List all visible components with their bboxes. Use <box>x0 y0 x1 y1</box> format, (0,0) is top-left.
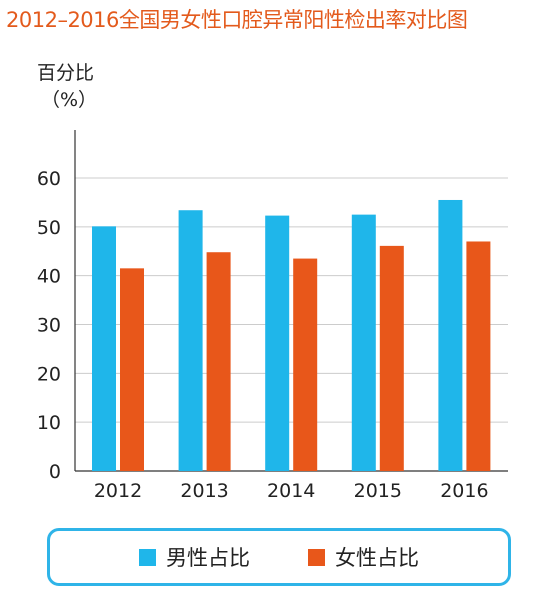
y-tick-label: 60 <box>37 168 61 190</box>
x-tick-label: 2012 <box>94 480 142 502</box>
legend-label-female: 女性占比 <box>335 546 419 570</box>
chart-title: 2012–2016全国男女性口腔异常阳性检出率对比图 <box>6 8 468 32</box>
bar-male-2015 <box>351 214 376 471</box>
bar-male-2012 <box>92 226 116 471</box>
bar-female-2016 <box>466 241 491 471</box>
legend-swatch-male <box>139 548 156 566</box>
bar-male-2016 <box>438 199 463 471</box>
bar-chart: 0 10 20 30 40 50 60 2012 2013 2014 2015 2016 <box>37 130 508 502</box>
x-tick-label: 2014 <box>267 480 315 502</box>
y-tick-label: 10 <box>37 412 61 434</box>
x-tick-label: 2016 <box>440 480 488 502</box>
y-tick-label: 20 <box>37 363 61 385</box>
x-tick-label: 2015 <box>354 480 402 502</box>
y-tick-label: 40 <box>37 266 61 288</box>
x-tick-label: 2013 <box>180 480 228 502</box>
y-tick-label: 0 <box>49 461 61 483</box>
bar-female-2012 <box>120 268 144 471</box>
legend-item-female: 女性占比 <box>308 542 419 572</box>
legend: 男性占比 女性占比 <box>47 528 511 586</box>
bar-male-2014 <box>265 215 290 471</box>
bar-female-2013 <box>206 252 231 471</box>
y-axis-label-unit: （%） <box>41 89 98 111</box>
y-axis-label-line1: 百分比 <box>37 62 95 84</box>
bar-male-2013 <box>178 210 203 472</box>
legend-swatch-female <box>308 548 325 566</box>
y-axis-label: 百分比 （%） <box>37 60 97 114</box>
legend-item-male: 男性占比 <box>139 542 250 572</box>
bar-female-2014 <box>293 258 318 471</box>
y-tick-label: 30 <box>37 315 61 337</box>
legend-label-male: 男性占比 <box>166 546 250 570</box>
y-tick-label: 50 <box>37 217 61 239</box>
bar-female-2015 <box>379 245 404 471</box>
